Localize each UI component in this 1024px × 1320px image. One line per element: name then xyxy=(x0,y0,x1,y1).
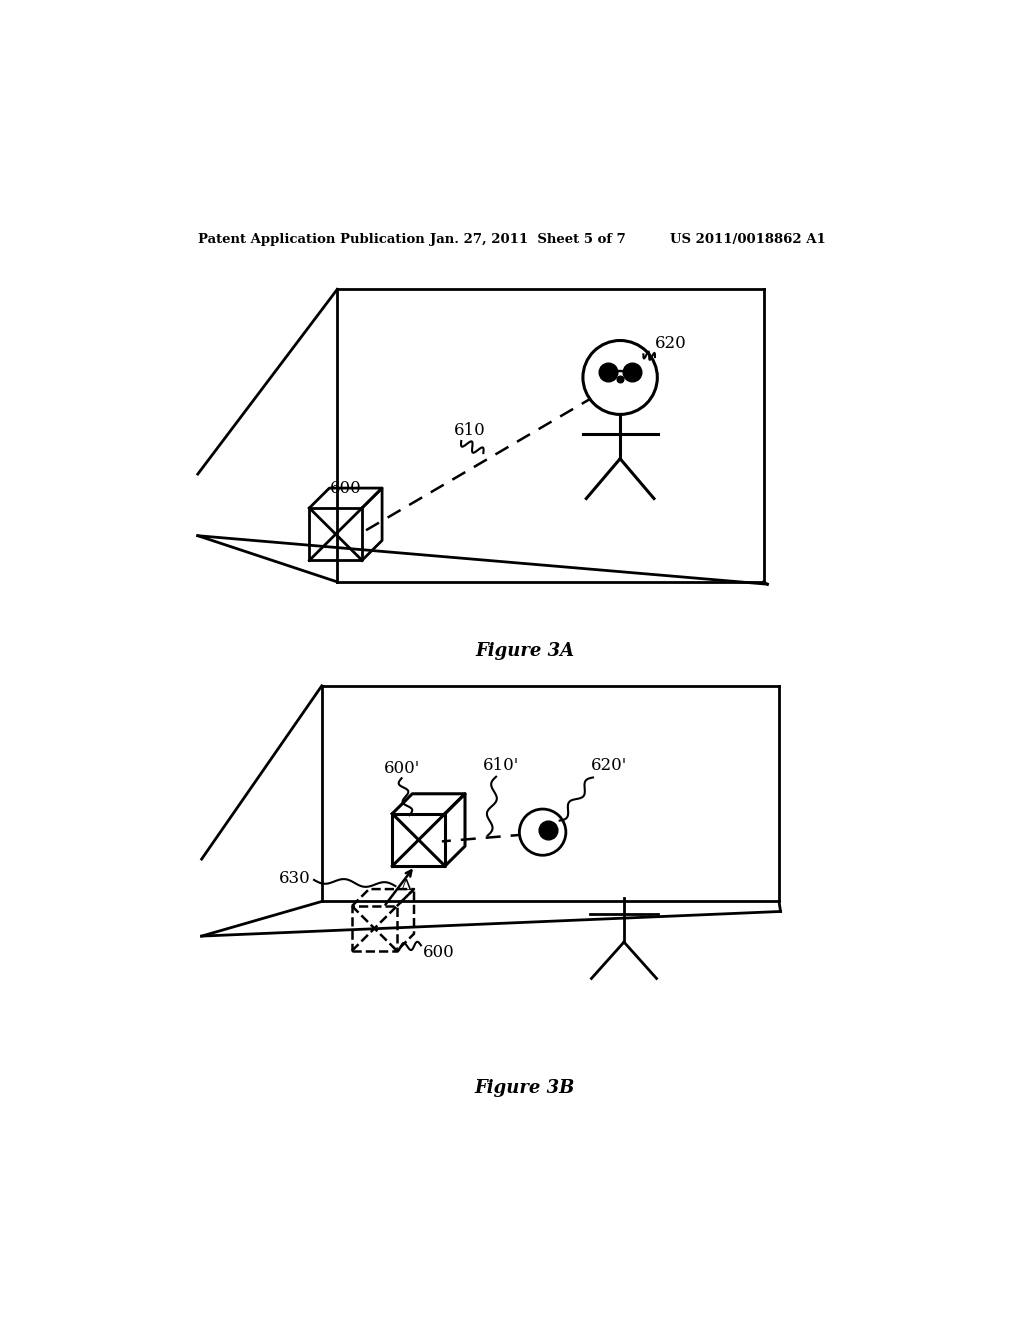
Text: 600: 600 xyxy=(423,944,455,961)
Text: Figure 3A: Figure 3A xyxy=(475,642,574,660)
Text: 630: 630 xyxy=(280,870,311,887)
Text: Jan. 27, 2011  Sheet 5 of 7: Jan. 27, 2011 Sheet 5 of 7 xyxy=(430,234,626,246)
Text: 600': 600' xyxy=(384,760,420,776)
Text: 620: 620 xyxy=(655,335,687,352)
Text: 610': 610' xyxy=(483,758,519,775)
Circle shape xyxy=(519,809,566,855)
Text: 600: 600 xyxy=(330,480,361,498)
Text: 620': 620' xyxy=(591,758,627,775)
Text: Patent Application Publication: Patent Application Publication xyxy=(198,234,425,246)
Text: Δ: Δ xyxy=(400,879,411,894)
Text: 610: 610 xyxy=(454,422,485,440)
Circle shape xyxy=(583,341,657,414)
Text: US 2011/0018862 A1: US 2011/0018862 A1 xyxy=(671,234,826,246)
Text: Figure 3B: Figure 3B xyxy=(474,1078,575,1097)
